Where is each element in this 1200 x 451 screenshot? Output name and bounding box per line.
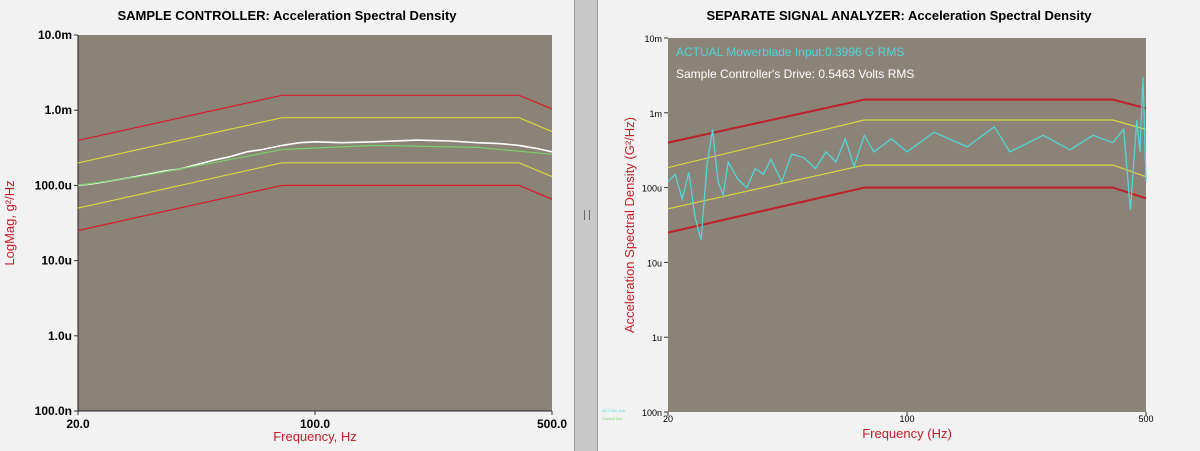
y-tick-label: 100.0n: [35, 404, 72, 418]
plot-area: [78, 35, 552, 411]
y-axis-label: Acceleration Spectral Density (G²/Hz): [622, 117, 637, 333]
y-tick-label: 10.0u: [41, 254, 72, 268]
y-tick-label: 1.0u: [48, 329, 72, 343]
divider-grip-icon[interactable]: [584, 210, 590, 220]
y-tick-label: 100.0u: [35, 178, 72, 192]
y-tick-label: 10.0m: [38, 28, 72, 42]
x-tick-label: 20.0: [66, 417, 90, 431]
y-tick-label: 100n: [642, 408, 662, 418]
left-panel-title: SAMPLE CONTROLLER: Acceleration Spectral…: [117, 8, 457, 23]
x-axis-label: Frequency (Hz): [862, 426, 952, 441]
series-line-1: [77, 117, 553, 164]
x-tick-label: 100.0: [300, 417, 330, 431]
series-line-2: [77, 162, 553, 209]
x-tick-label: 20: [663, 414, 673, 424]
x-tick-label: 500.0: [537, 417, 567, 431]
series-line-1: [667, 119, 1147, 169]
y-tick-label: 1u: [652, 333, 662, 343]
series-line-2: [667, 164, 1147, 210]
series-line-4: [667, 77, 1147, 241]
series-line-4: [77, 139, 553, 187]
y-tick-label: 10u: [647, 258, 662, 268]
annotation-actual-rms: ACTUAL Mowerblade Input:0.3996 G RMS: [676, 45, 904, 59]
x-axis-label: Frequency, Hz: [273, 429, 357, 444]
x-tick-label: 100: [899, 414, 914, 424]
series-line-5: [77, 144, 553, 186]
mini-legend-control: Control 2ch: [602, 416, 622, 421]
right-panel: SEPARATE SIGNAL ANALYZER: Acceleration S…: [598, 0, 1200, 451]
plot-area: [668, 38, 1146, 412]
y-tick-label: 100u: [642, 184, 662, 194]
y-tick-label: 1m: [649, 109, 662, 119]
x-tick-label: 500: [1138, 414, 1153, 424]
y-tick-label: 10m: [644, 34, 662, 44]
right-panel-title: SEPARATE SIGNAL ANALYZER: Acceleration S…: [706, 8, 1092, 23]
series-line-0: [667, 98, 1147, 144]
series-line-0: [77, 94, 553, 141]
mini-legend-actual: ACTUAL 1ch: [602, 408, 625, 413]
annotation-drive-rms: Sample Controller's Drive: 0.5463 Volts …: [676, 67, 914, 81]
panel-divider[interactable]: [574, 0, 598, 451]
y-tick-label: 1.0m: [45, 103, 72, 117]
y-axis-label: LogMag, g²/Hz: [2, 180, 17, 265]
series-line-3: [77, 184, 553, 232]
left-panel: SAMPLE CONTROLLER: Acceleration Spectral…: [0, 0, 574, 451]
